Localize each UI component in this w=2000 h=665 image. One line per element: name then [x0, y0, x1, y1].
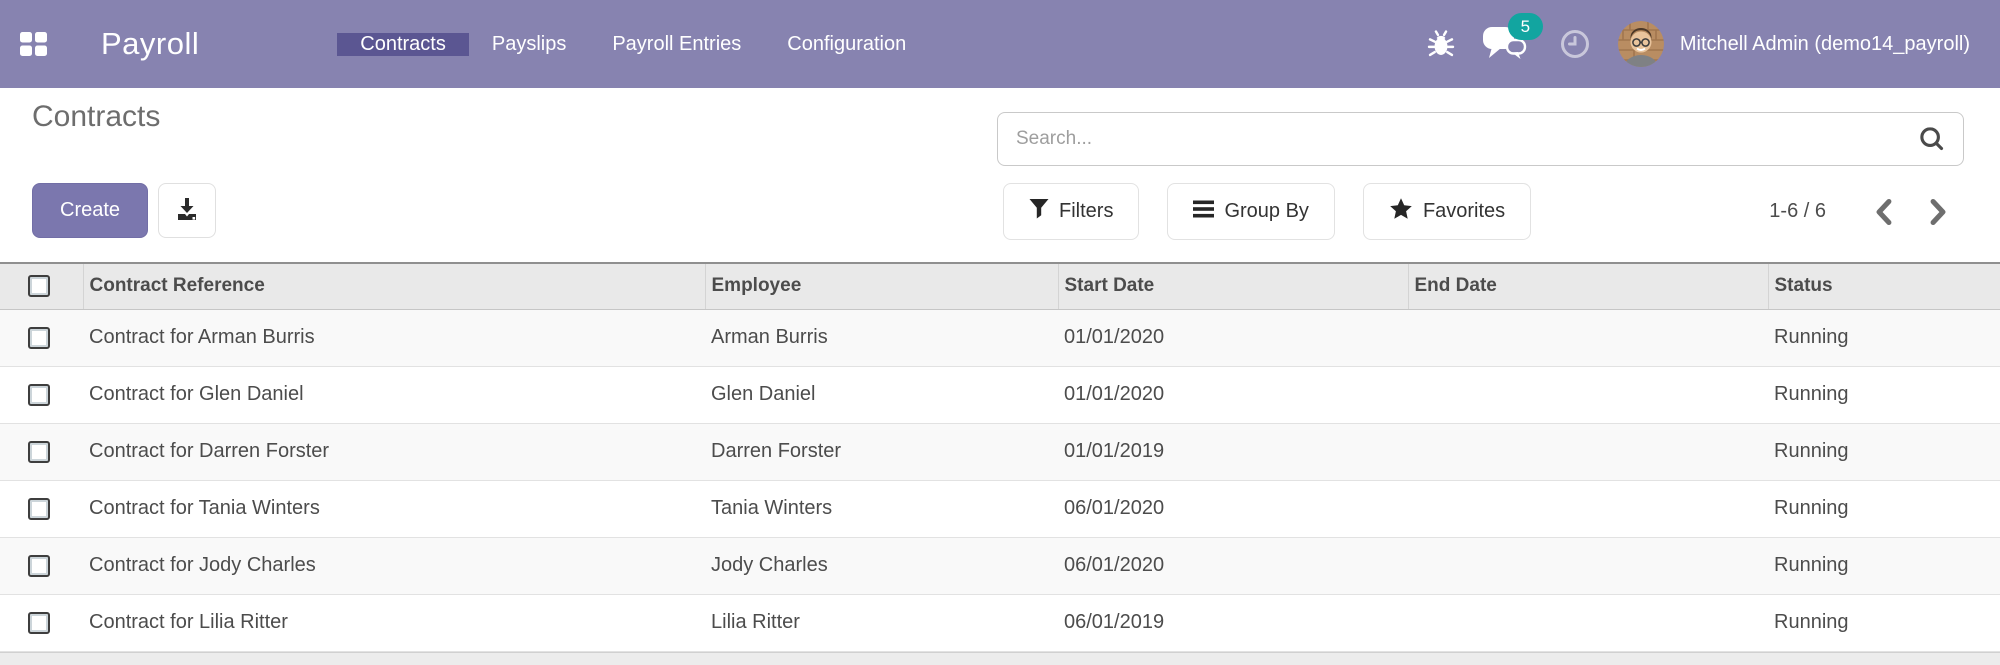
- contract-rows: Contract for Arman Burris Arman Burris 01/…: [0, 309, 2000, 652]
- cell-status[interactable]: Running: [1768, 537, 2000, 595]
- menu-item-configuration[interactable]: Configuration: [787, 32, 907, 55]
- column-header-end-date[interactable]: End Date: [1408, 262, 1769, 310]
- row-select-cell: [0, 309, 83, 367]
- cell-employee[interactable]: Lilia Ritter: [705, 594, 1058, 652]
- cell-status[interactable]: Running: [1768, 423, 2000, 481]
- navbar-right: 5: [1427, 0, 1970, 88]
- cell-start-date[interactable]: 01/01/2019: [1058, 423, 1408, 481]
- column-header-start-date[interactable]: Start Date: [1058, 262, 1409, 310]
- main-menu: Contracts Payslips Payroll Entries Confi…: [337, 32, 929, 56]
- search-input[interactable]: [998, 128, 1917, 150]
- cell-status[interactable]: Running: [1768, 594, 2000, 652]
- user-menu-label[interactable]: Mitchell Admin (demo14_payroll): [1679, 32, 1970, 55]
- cell-status[interactable]: Running: [1768, 480, 2000, 538]
- cell-end-date[interactable]: [1408, 480, 1768, 538]
- table-row[interactable]: Contract for Darren Forster Darren Forste…: [0, 423, 2000, 481]
- cell-status[interactable]: Running: [1768, 309, 2000, 367]
- export-button[interactable]: [158, 183, 217, 238]
- table-row[interactable]: Contract for Lilia Ritter Lilia Ritter 06/…: [0, 594, 2000, 652]
- menu-item-payslips[interactable]: Payslips: [491, 32, 567, 55]
- cell-status[interactable]: Running: [1768, 366, 2000, 424]
- cell-reference[interactable]: Contract for Jody Charles: [83, 537, 705, 595]
- select-all-cell: [0, 262, 84, 310]
- cell-end-date[interactable]: [1408, 594, 1768, 652]
- cell-employee[interactable]: Glen Daniel: [705, 366, 1058, 424]
- search-option-buttons: Filters Group By Favorites: [1003, 183, 1532, 240]
- column-header-status[interactable]: Status: [1768, 262, 2000, 310]
- menu-item-contracts[interactable]: Contracts: [337, 32, 469, 56]
- table-header-row: Contract Reference Employee Start Date E…: [0, 262, 2000, 310]
- app-brand-title[interactable]: Payroll: [101, 26, 200, 61]
- menu-item-payroll-entries[interactable]: Payroll Entries: [612, 32, 742, 55]
- cell-start-date[interactable]: 06/01/2019: [1058, 594, 1408, 652]
- user-avatar[interactable]: [1617, 21, 1664, 67]
- row-checkbox[interactable]: [28, 554, 50, 577]
- table-row[interactable]: Contract for Arman Burris Arman Burris 01/…: [0, 309, 2000, 367]
- message-count-badge: 5: [1507, 13, 1543, 40]
- cell-reference[interactable]: Contract for Darren Forster: [83, 423, 705, 481]
- navbar-spacer: [929, 0, 1427, 88]
- cell-end-date[interactable]: [1408, 537, 1768, 595]
- cell-reference[interactable]: Contract for Arman Burris: [83, 309, 705, 367]
- cell-end-date[interactable]: [1408, 309, 1768, 367]
- table-row[interactable]: Contract for Jody Charles Jody Charles 06/…: [0, 537, 2000, 595]
- favorites-button[interactable]: Favorites: [1362, 183, 1532, 240]
- action-buttons: Create: [32, 183, 217, 238]
- group-by-button-label: Group By: [1224, 200, 1309, 222]
- cell-employee[interactable]: Jody Charles: [705, 537, 1058, 595]
- cell-start-date[interactable]: 01/01/2020: [1058, 366, 1408, 424]
- favorites-button-label: Favorites: [1422, 200, 1506, 222]
- row-checkbox[interactable]: [28, 611, 50, 634]
- cell-employee[interactable]: Darren Forster: [705, 423, 1058, 481]
- page-title: Contracts: [32, 100, 161, 133]
- table-row[interactable]: Contract for Tania Winters Tania Winters 0…: [0, 480, 2000, 538]
- navbar-left: Payroll Contracts Payslips Payroll Entri…: [0, 0, 929, 88]
- contracts-table: Contract Reference Employee Start Date E…: [0, 262, 2000, 652]
- pager: 1-6 / 6: [1769, 183, 1952, 240]
- export-download-icon: [174, 196, 200, 225]
- column-header-employee[interactable]: Employee: [705, 262, 1059, 310]
- row-checkbox[interactable]: [28, 440, 50, 463]
- cell-start-date[interactable]: 01/01/2020: [1058, 309, 1408, 367]
- filter-funnel-icon: [1029, 198, 1049, 226]
- row-select-cell: [0, 480, 83, 538]
- activity-clock-icon[interactable]: [1559, 28, 1591, 60]
- pager-range: 1-6 / 6: [1769, 200, 1826, 222]
- filters-button-label: Filters: [1059, 200, 1114, 222]
- row-select-cell: [0, 594, 83, 652]
- debug-bug-icon[interactable]: [1427, 29, 1455, 59]
- group-by-bars-icon: [1193, 200, 1215, 224]
- table-row[interactable]: Contract for Glen Daniel Glen Daniel 01/01…: [0, 366, 2000, 424]
- control-panel: Contracts Create: [0, 88, 2000, 262]
- apps-grid-icon[interactable]: [20, 32, 47, 56]
- column-header-contract-reference[interactable]: Contract Reference: [83, 262, 706, 310]
- row-checkbox[interactable]: [28, 497, 50, 520]
- row-checkbox[interactable]: [28, 383, 50, 406]
- cell-employee[interactable]: Arman Burris: [705, 309, 1058, 367]
- create-button[interactable]: Create: [32, 183, 149, 238]
- pager-previous-icon[interactable]: [1870, 194, 1898, 230]
- top-navbar: Payroll Contracts Payslips Payroll Entri…: [0, 0, 2000, 88]
- search-icon[interactable]: [1917, 124, 1947, 154]
- row-select-cell: [0, 366, 83, 424]
- cell-reference[interactable]: Contract for Lilia Ritter: [83, 594, 705, 652]
- cell-start-date[interactable]: 06/01/2020: [1058, 537, 1408, 595]
- cell-start-date[interactable]: 06/01/2020: [1058, 480, 1408, 538]
- row-select-cell: [0, 537, 83, 595]
- table-footer-strip: [0, 651, 2000, 665]
- select-all-checkbox[interactable]: [28, 275, 50, 298]
- cell-end-date[interactable]: [1408, 423, 1768, 481]
- row-select-cell: [0, 423, 83, 481]
- search-box: [997, 112, 1964, 166]
- cell-reference[interactable]: Contract for Tania Winters: [83, 480, 705, 538]
- messages-icon[interactable]: 5: [1482, 13, 1543, 63]
- pager-next-icon[interactable]: [1924, 194, 1952, 230]
- star-icon: [1389, 197, 1413, 227]
- filters-button[interactable]: Filters: [1003, 183, 1140, 240]
- cell-reference[interactable]: Contract for Glen Daniel: [83, 366, 705, 424]
- row-checkbox[interactable]: [28, 326, 50, 349]
- cell-end-date[interactable]: [1408, 366, 1768, 424]
- cell-employee[interactable]: Tania Winters: [705, 480, 1058, 538]
- group-by-button[interactable]: Group By: [1167, 183, 1335, 240]
